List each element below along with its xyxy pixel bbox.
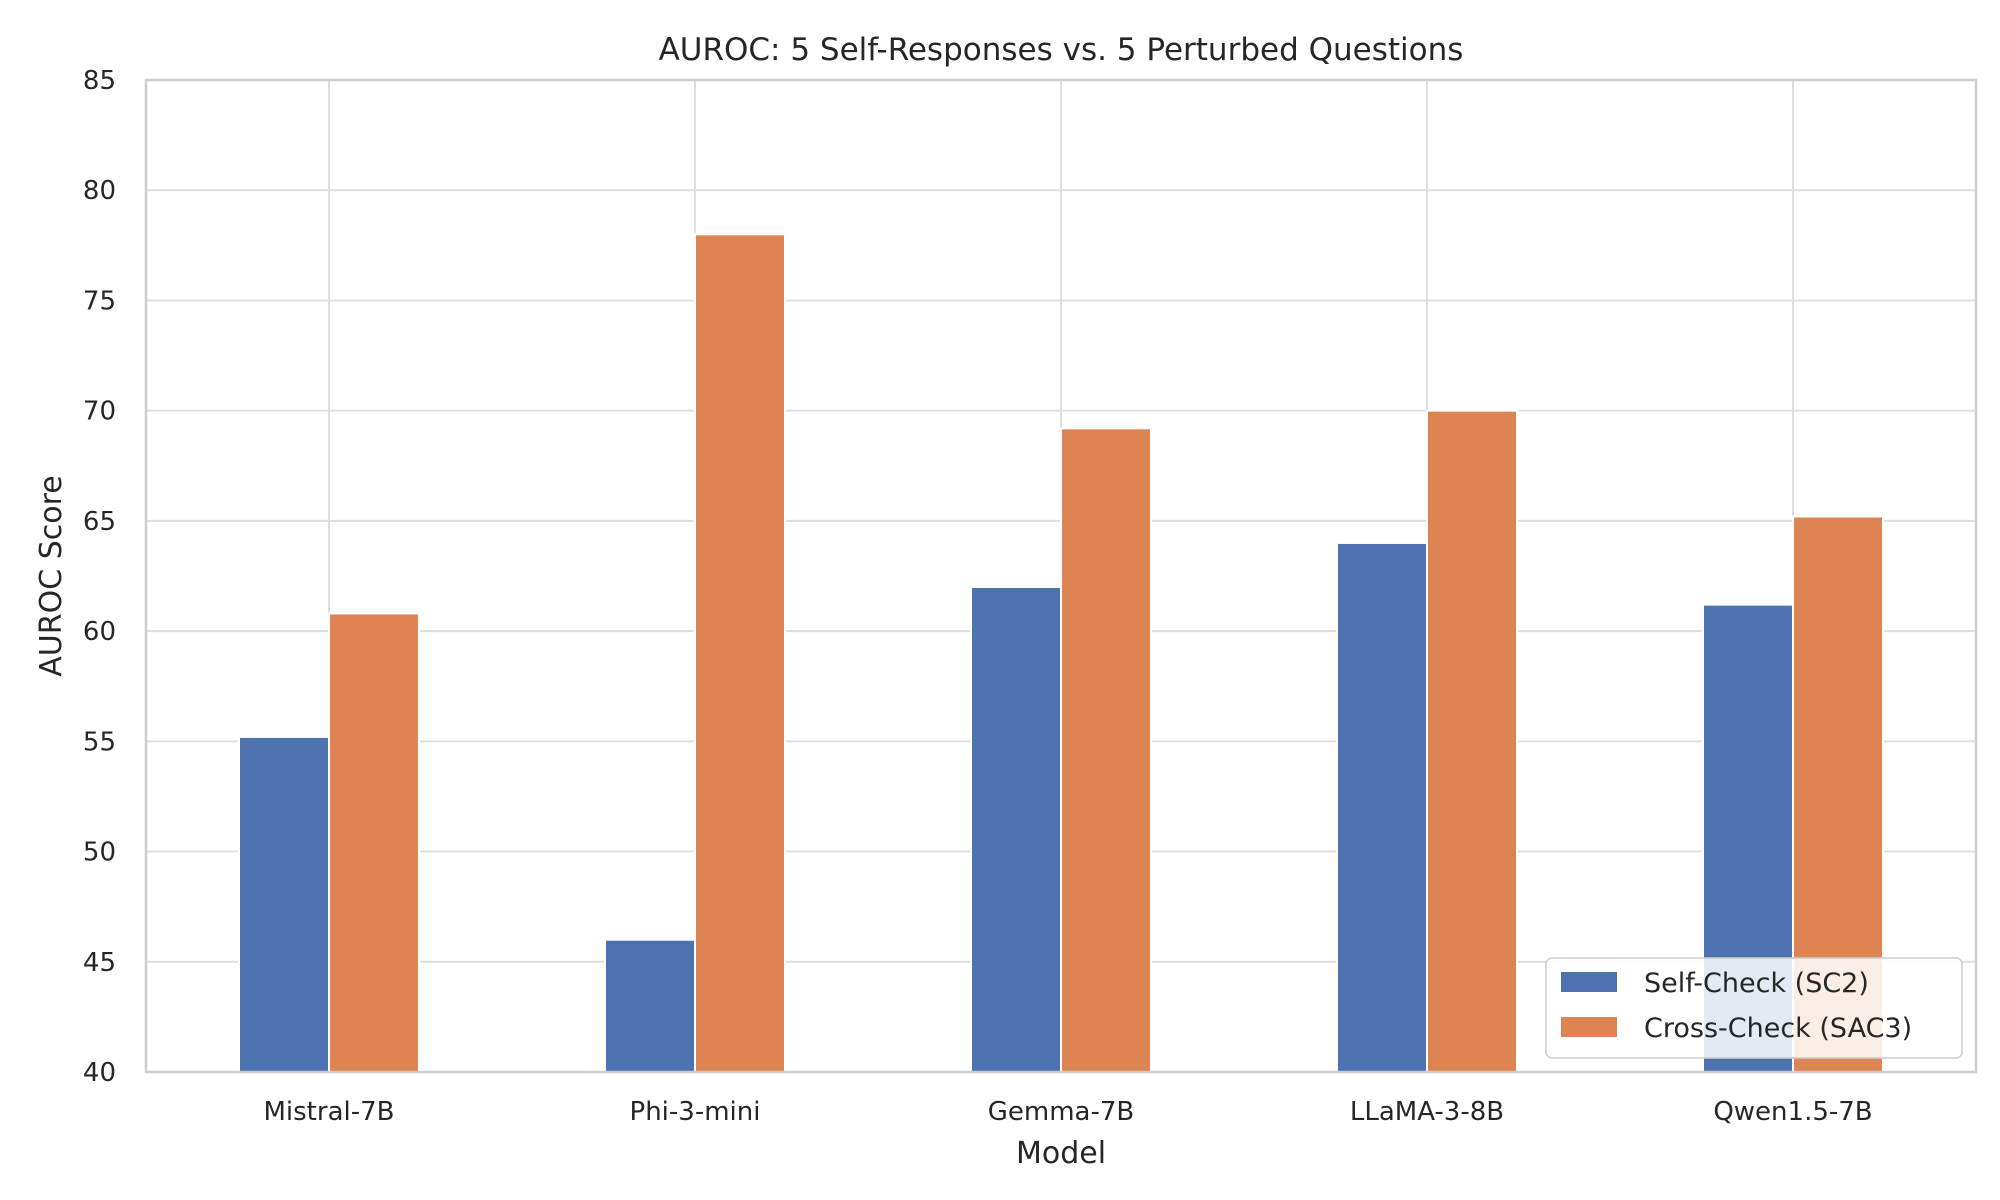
legend: Self-Check (SC2) Cross-Check (SAC3) (1545, 957, 1963, 1059)
bars (238, 233, 1884, 1074)
bar-cross-check-llama-3-8b (1426, 409, 1518, 1073)
bar-self-check-llama-3-8b (1336, 541, 1428, 1073)
y-tick-label: 40 (83, 1058, 116, 1088)
x-tick-label: Qwen1.5-7B (1713, 1097, 1872, 1127)
x-tick-label: Mistral-7B (263, 1097, 394, 1127)
y-tick-label: 45 (83, 948, 116, 978)
y-axis-label: AUROC Score (34, 475, 69, 676)
x-tick-label: Phi-3-mini (630, 1097, 761, 1127)
legend-swatch-cross-check (1561, 1017, 1617, 1037)
legend-box (1545, 957, 1963, 1059)
bar-cross-check-mistral-7b (328, 612, 420, 1074)
y-tick-label: 85 (83, 66, 116, 96)
y-tick-label: 55 (83, 727, 116, 757)
legend-label-self-check: Self-Check (SC2) (1644, 968, 1869, 999)
x-tick-labels: Mistral-7B Phi-3-mini Gemma-7B LLaMA-3-8B Qw… (263, 1097, 1872, 1127)
y-tick-label: 75 (83, 286, 116, 316)
legend-swatch-self-check (1561, 972, 1617, 992)
y-tick-label: 70 (83, 397, 116, 427)
legend-label-cross-check: Cross-Check (SAC3) (1644, 1013, 1912, 1044)
y-tick-label: 60 (83, 617, 116, 647)
y-tick-label: 80 (83, 176, 116, 206)
bar-cross-check-gemma-7b (1060, 427, 1152, 1073)
x-axis-label: Model (1016, 1136, 1106, 1171)
y-tick-label: 50 (83, 838, 116, 868)
y-tick-labels: 40 45 50 55 60 65 70 75 80 85 (83, 66, 116, 1088)
bar-cross-check-phi-3-mini (694, 233, 786, 1074)
x-tick-label: Gemma-7B (988, 1097, 1135, 1127)
plot-frame (144, 78, 1978, 1074)
x-tick-label: LLaMA-3-8B (1350, 1097, 1504, 1127)
bar-self-check-phi-3-mini (604, 938, 696, 1073)
bar-self-check-gemma-7b (970, 586, 1062, 1073)
y-tick-label: 65 (83, 507, 116, 537)
chart-title: AUROC: 5 Self-Responses vs. 5 Perturbed … (659, 32, 1464, 68)
bar-self-check-mistral-7b (238, 735, 330, 1073)
